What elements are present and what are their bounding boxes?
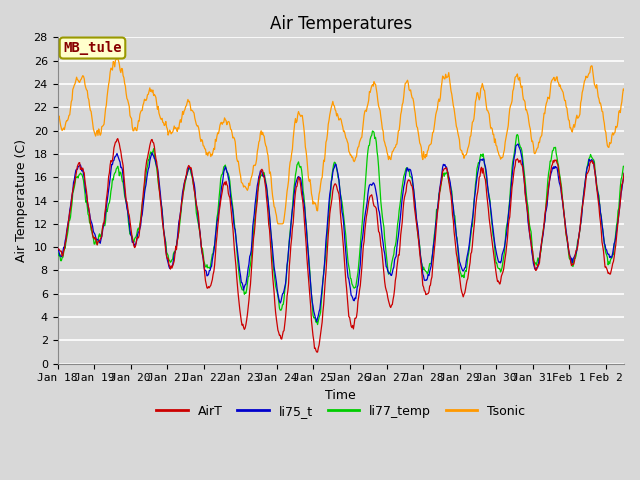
Y-axis label: Air Temperature (C): Air Temperature (C) xyxy=(15,139,28,262)
Text: MB_tule: MB_tule xyxy=(63,41,122,55)
X-axis label: Time: Time xyxy=(326,389,356,402)
Title: Air Temperatures: Air Temperatures xyxy=(269,15,412,33)
Legend: AirT, li75_t, li77_temp, Tsonic: AirT, li75_t, li77_temp, Tsonic xyxy=(151,400,531,423)
